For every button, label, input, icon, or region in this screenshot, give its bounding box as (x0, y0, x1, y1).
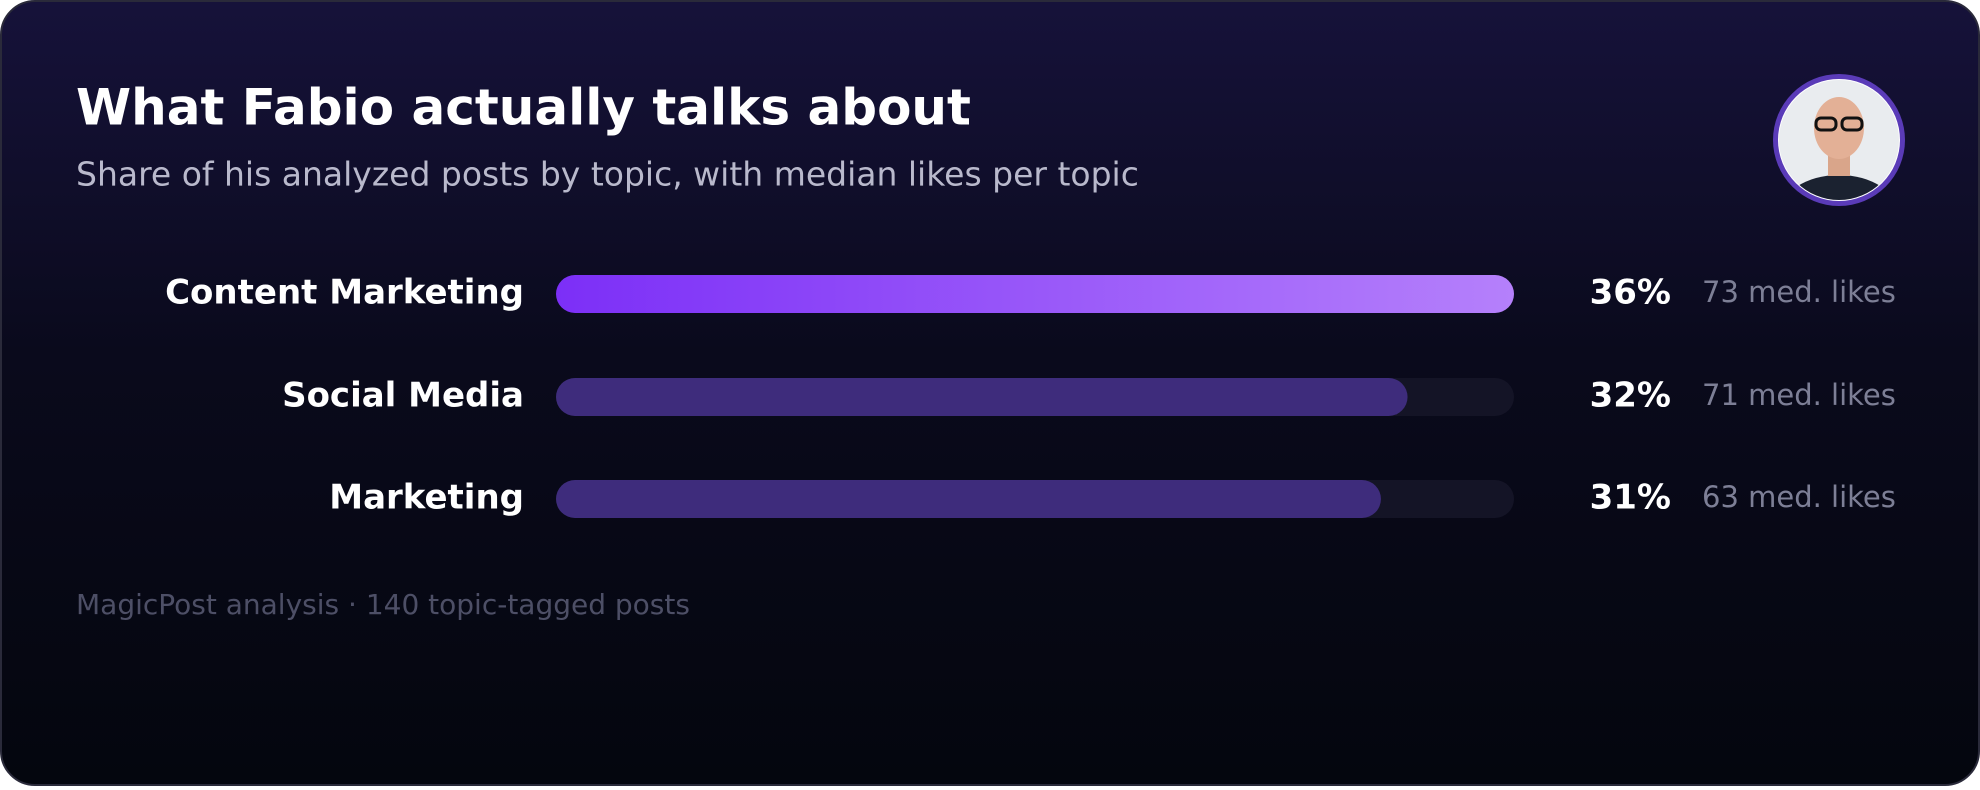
value-label: 32% (1590, 376, 1671, 416)
avatar-glasses (1814, 116, 1838, 132)
median-likes-label: 63 med. likes (1702, 480, 1896, 514)
avatar-glasses (1840, 116, 1864, 132)
footnote: MagicPost analysis · 140 topic-tagged po… (76, 588, 690, 621)
category-label: Social Media (282, 376, 524, 416)
chart-subtitle: Share of his analyzed posts by topic, wi… (76, 155, 1139, 194)
bar (556, 480, 1381, 518)
chart-title: What Fabio actually talks about (76, 79, 971, 137)
value-label: 36% (1590, 273, 1671, 313)
category-label: Content Marketing (165, 273, 524, 313)
median-likes-label: 73 med. likes (1702, 275, 1896, 309)
bar (556, 275, 1514, 313)
value-label: 31% (1590, 478, 1671, 518)
median-likes-label: 71 med. likes (1702, 378, 1896, 412)
avatar-head (1814, 97, 1864, 159)
category-label: Marketing (329, 478, 524, 518)
bar (556, 378, 1408, 416)
avatar (1773, 74, 1905, 206)
